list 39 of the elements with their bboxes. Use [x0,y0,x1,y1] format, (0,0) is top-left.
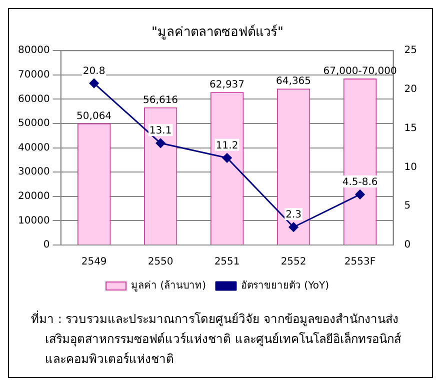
point [288,222,298,232]
y-tick-label: 30000 [18,166,50,178]
data-label: 50,064 [76,110,112,122]
data-label: 11.2 [216,140,238,152]
point [355,190,365,200]
y-tick-label: 60000 [18,94,50,105]
data-label: 2.3 [286,210,302,221]
text: ที่มา : รวบรวมและประมาณการโดยศูนย์วิจัย จากข้อมูลของสำนักงานส่งเสริมอุตสาหกรรมซอฟต์แวร์แห่งชาติ และศูนย์เทคโนโลยีอิเล็กทรอนิกส์และคอมพิวเตอร์แห่งชาติ [30,310,402,368]
chart-title: "มูลค่าตลาดซอฟต์แวร์" [152,24,284,40]
y-tick-label: 0 [43,240,50,251]
point [222,153,232,163]
data-label: 64,365 [276,76,312,88]
data-label: 20.8 [82,66,106,77]
point [156,138,166,148]
x-tick-label: 2551 [214,256,240,268]
data-label: 56,616 [143,95,178,106]
data-label: 67,000-70,000 [323,66,397,78]
y-tick-label: 80000 [18,45,50,56]
y2-tick-label: 20 [404,84,418,96]
x-tick-label: 2550 [148,256,174,268]
data-label: 62,937 [210,80,245,91]
x-tick-label: 2553F [344,256,376,268]
legend-label: อัตราขยายตัว (YoY) [240,280,330,292]
y-tick-label: 20000 [18,190,50,202]
y2-tick-label: 0 [404,240,411,251]
data-label: 4.5-8.6 [342,177,378,188]
y2-tick-label: 10 [404,162,418,173]
y-tick-label: 70000 [18,69,50,80]
point [89,78,99,88]
legend-label: มูลค่า (ล้านบาท) [131,280,206,292]
y2-tick-label: 5 [404,200,411,212]
y-tick-label: 10000 [18,215,50,226]
x-tick-label: 2552 [280,256,306,268]
y-tick-label: 40000 [18,142,50,154]
x-tick-label: 2549 [81,256,107,268]
y2-tick-label: 25 [404,45,418,56]
y2-tick-label: 15 [404,122,418,134]
data-label: 13.1 [149,126,172,137]
y-tick-label: 50000 [18,118,50,130]
